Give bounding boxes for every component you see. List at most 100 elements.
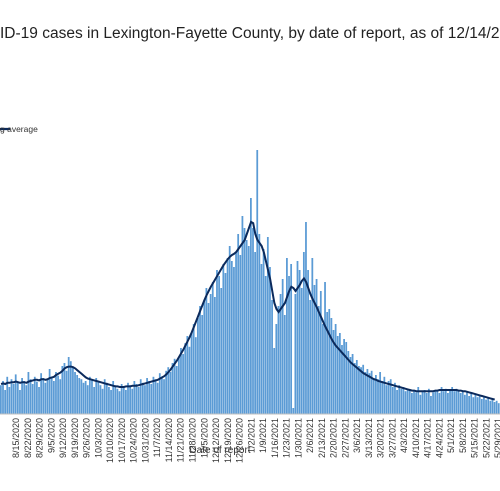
bar-83 bbox=[175, 366, 178, 414]
bar-173 bbox=[366, 369, 369, 414]
bar-117 bbox=[247, 246, 250, 414]
bar-166 bbox=[351, 354, 354, 414]
bar-41 bbox=[86, 385, 89, 414]
bar-10 bbox=[21, 378, 23, 414]
bar-112 bbox=[237, 234, 240, 414]
bar-24 bbox=[50, 376, 53, 414]
bar-20 bbox=[42, 378, 45, 414]
bar-195 bbox=[413, 391, 415, 414]
bar-17 bbox=[36, 381, 38, 414]
bar-68 bbox=[144, 385, 146, 414]
bar-81 bbox=[171, 363, 174, 414]
bar-210 bbox=[444, 388, 447, 414]
bar-64 bbox=[135, 384, 138, 414]
bar-145 bbox=[307, 270, 309, 414]
bar-228 bbox=[483, 397, 485, 414]
bar-227 bbox=[480, 399, 483, 414]
bar-67 bbox=[141, 382, 144, 414]
x-tick-label: 2/20/2021 bbox=[329, 418, 339, 458]
bar-12 bbox=[25, 385, 28, 414]
x-tick-label: 1/16/2021 bbox=[270, 418, 280, 458]
bar-169 bbox=[358, 366, 360, 414]
bar-102 bbox=[216, 270, 218, 414]
bar-159 bbox=[336, 336, 339, 414]
bar-224 bbox=[474, 394, 477, 414]
bar-42 bbox=[88, 376, 91, 414]
bar-209 bbox=[442, 391, 445, 414]
bar-36 bbox=[76, 375, 79, 414]
bar-230 bbox=[487, 398, 490, 414]
bar-11 bbox=[23, 381, 26, 414]
x-tick-label: 10/31/2020 bbox=[140, 418, 150, 463]
x-tick-label: 8/29/2020 bbox=[35, 418, 45, 458]
bar-101 bbox=[213, 297, 216, 414]
bar-56 bbox=[118, 391, 121, 414]
bar-54 bbox=[114, 385, 117, 414]
bar-46 bbox=[97, 381, 100, 414]
bar-156 bbox=[330, 318, 333, 414]
x-tick-label: 5/15/2021 bbox=[470, 418, 480, 458]
bar-127 bbox=[269, 267, 271, 414]
bar-48 bbox=[101, 388, 104, 414]
bar-218 bbox=[461, 391, 464, 414]
bar-139 bbox=[294, 294, 297, 414]
x-tick-label: 12/5/2020 bbox=[199, 418, 209, 458]
x-tick-label: 1/9/2021 bbox=[258, 418, 268, 453]
bar-69 bbox=[146, 378, 148, 414]
bar-3 bbox=[6, 376, 9, 414]
bar-196 bbox=[415, 392, 418, 414]
x-tick-label: 5/1/2021 bbox=[446, 418, 456, 453]
x-tick-label: 3/20/2021 bbox=[376, 418, 386, 458]
bar-208 bbox=[440, 387, 443, 414]
bar-203 bbox=[430, 396, 432, 414]
bar-98 bbox=[207, 303, 210, 414]
bar-231 bbox=[489, 400, 492, 414]
bar-129 bbox=[273, 348, 276, 414]
bar-21 bbox=[44, 382, 47, 414]
x-tick-label: 2/27/2021 bbox=[340, 418, 350, 458]
bar-61 bbox=[129, 385, 132, 414]
bar-66 bbox=[139, 379, 142, 414]
bar-147 bbox=[311, 258, 314, 414]
bar-198 bbox=[419, 394, 422, 414]
x-tick-label: 3/6/2021 bbox=[352, 418, 362, 453]
x-tick-label: 1/23/2021 bbox=[282, 418, 292, 458]
bar-25 bbox=[52, 381, 55, 414]
bar-92 bbox=[194, 337, 197, 414]
bar-202 bbox=[427, 388, 430, 414]
bar-71 bbox=[150, 384, 153, 414]
x-tick-labels: 8/15/2020 8/22/2020 8/29/2020 9/5/2020 9/12/… bbox=[11, 418, 500, 463]
x-tick-label: 3/13/2021 bbox=[364, 418, 374, 458]
bar-199 bbox=[421, 391, 424, 414]
bar-5 bbox=[10, 379, 13, 414]
x-tick-label: 3/27/2021 bbox=[387, 418, 397, 458]
bar-176 bbox=[372, 378, 375, 414]
bar-146 bbox=[309, 300, 312, 414]
bar-206 bbox=[436, 390, 439, 414]
bar-8 bbox=[16, 382, 19, 414]
bar-229 bbox=[485, 399, 487, 414]
bar-35 bbox=[74, 372, 76, 414]
bar-219 bbox=[463, 394, 466, 414]
x-tick-label: 4/17/2021 bbox=[423, 418, 433, 458]
bar-78 bbox=[165, 370, 168, 414]
bar-213 bbox=[451, 387, 454, 414]
x-tick-label: 11/14/2020 bbox=[164, 418, 174, 462]
bar-235 bbox=[497, 403, 500, 414]
bar-43 bbox=[91, 379, 93, 414]
bar-62 bbox=[131, 388, 134, 414]
x-axis-title: Date of report bbox=[189, 445, 250, 456]
x-tick-label: 9/12/2020 bbox=[58, 418, 68, 458]
legend-line-label: g average bbox=[0, 124, 38, 134]
bar-234 bbox=[495, 400, 498, 414]
bar-65 bbox=[137, 387, 140, 414]
bar-79 bbox=[167, 367, 170, 414]
bar-140 bbox=[296, 261, 299, 414]
bar-103 bbox=[218, 276, 220, 414]
bar-149 bbox=[315, 279, 318, 414]
bar-76 bbox=[161, 376, 163, 414]
bar-37 bbox=[78, 378, 81, 414]
bar-100 bbox=[211, 282, 214, 414]
x-tick-label: 9/5/2020 bbox=[46, 418, 56, 453]
bar-172 bbox=[364, 372, 367, 414]
